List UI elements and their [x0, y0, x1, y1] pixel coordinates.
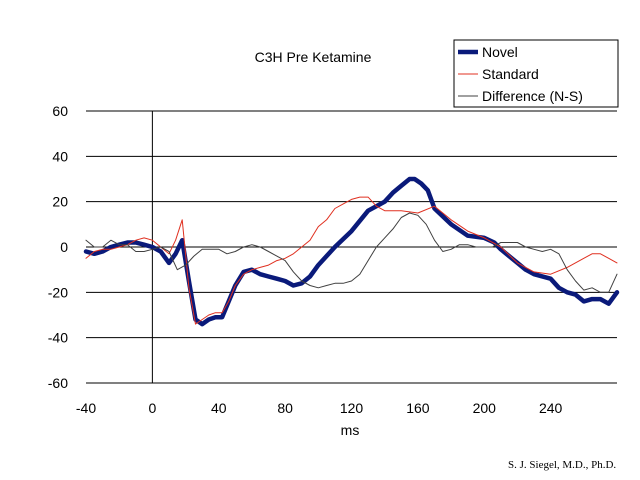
legend-label-2: Standard [482, 66, 539, 82]
gridlines [86, 110, 617, 384]
series-lines [83, 176, 620, 327]
x-tick-label: 40 [211, 400, 227, 416]
y-tick-label: 60 [52, 103, 68, 119]
author-credit: S. J. Siegel, M.D., Ph.D. [508, 459, 617, 471]
y-tick-label: 20 [52, 194, 68, 210]
x-tick-label: 120 [340, 400, 364, 416]
y-tick-label: -40 [48, 330, 68, 346]
chart-title: C3H Pre Ketamine [255, 49, 372, 65]
x-tick-label: 80 [277, 400, 293, 416]
legend-label-1: Novel [482, 44, 518, 60]
x-tick-label: 240 [539, 400, 563, 416]
y-tick-label: 0 [60, 239, 68, 255]
x-tick-label: 200 [473, 400, 497, 416]
legend-box [453, 39, 619, 108]
x-tick-label: -40 [76, 400, 96, 416]
series-line-3 [85, 212, 618, 293]
x-tick-label: 160 [406, 400, 430, 416]
x-axis-label: ms [341, 422, 360, 438]
y-tick-label: -60 [48, 375, 68, 391]
y-tick-label: 40 [52, 148, 68, 164]
x-tick-label: 0 [148, 400, 156, 416]
legend-label-3: Difference (N-S) [482, 88, 583, 104]
series-line-1 [83, 176, 620, 327]
legend: Novel Standard Difference (N-S) [453, 39, 619, 108]
y-tick-label: -20 [48, 284, 68, 300]
